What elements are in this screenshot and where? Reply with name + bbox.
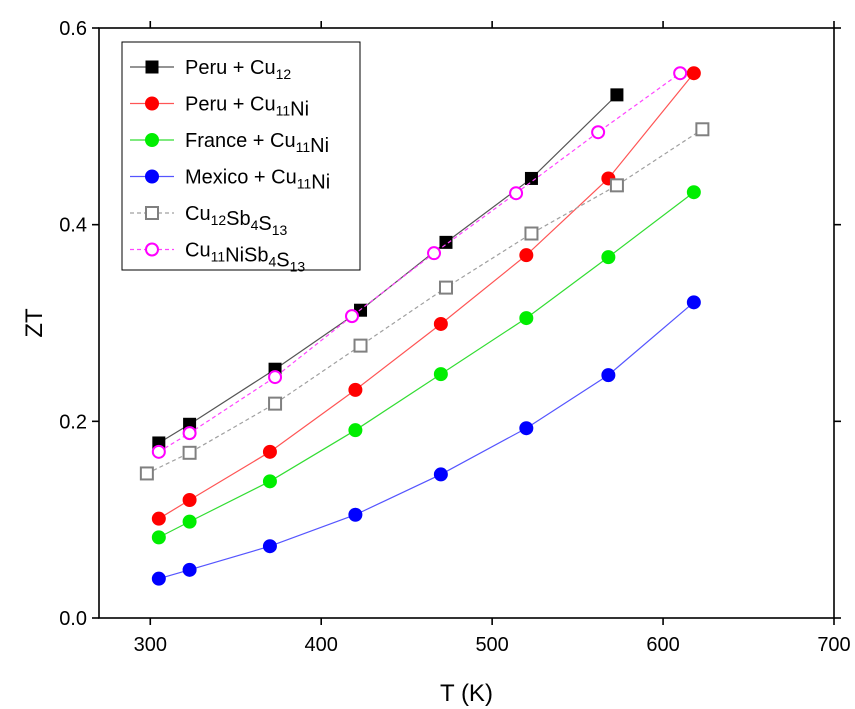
- data-point: [601, 368, 616, 383]
- data-point: [344, 309, 359, 324]
- plot-frame: [98, 27, 835, 619]
- legend-entry-label: Cu12Sb4S13: [185, 203, 288, 238]
- legend-marker: [145, 96, 159, 111]
- data-point: [519, 311, 534, 326]
- data-point: [524, 226, 539, 241]
- data-point: [348, 382, 363, 397]
- data-point: [686, 185, 701, 200]
- legend-entry-label: Cu11NiSb4S13: [185, 240, 305, 275]
- series-line: [158, 72, 695, 520]
- legend-entry-label: Peru + Cu12: [185, 57, 291, 82]
- legend-box: [121, 41, 361, 271]
- x-tick-label: 600: [646, 634, 679, 656]
- data-point: [348, 507, 363, 522]
- legend: Peru + Cu12 Peru + Cu11Ni France + Cu11Ni M…: [121, 41, 361, 275]
- data-point: [524, 171, 538, 185]
- data-point: [609, 178, 624, 193]
- y-tick-label: 0.4: [59, 215, 87, 237]
- data-point: [439, 235, 453, 249]
- data-point: [262, 444, 277, 459]
- data-point: [673, 66, 688, 81]
- data-point: [268, 396, 283, 411]
- legend-marker: [145, 206, 159, 220]
- data-point: [686, 295, 701, 310]
- data-point: [262, 539, 277, 554]
- series-4: [139, 122, 710, 481]
- series-5: [151, 66, 688, 459]
- data-point: [151, 571, 166, 586]
- legend-entry-label: Mexico + Cu11Ni: [185, 167, 330, 194]
- x-tick-label: 700: [817, 634, 850, 656]
- series-layer: [139, 66, 710, 586]
- data-point: [686, 66, 701, 81]
- data-point: [433, 467, 448, 482]
- data-point: [182, 493, 197, 507]
- series-line: [158, 72, 681, 453]
- data-point: [601, 250, 616, 265]
- data-point: [262, 474, 277, 489]
- data-point: [182, 514, 197, 529]
- y-axis-ticks: 0.0 0.2 0.4 0.6: [59, 18, 841, 630]
- legend-marker: [145, 133, 159, 147]
- series-line: [158, 301, 695, 580]
- legend-marker: [145, 242, 159, 257]
- data-point: [433, 367, 448, 382]
- data-point: [438, 280, 453, 295]
- data-point: [433, 316, 448, 331]
- data-point: [591, 125, 606, 140]
- legend-marker: [145, 169, 159, 184]
- data-point: [695, 122, 710, 137]
- series-line: [158, 191, 695, 538]
- data-point: [519, 248, 534, 263]
- series-3: [151, 295, 701, 586]
- series-line: [146, 128, 703, 474]
- legend-entry-label: Peru + Cu11Ni: [185, 94, 309, 121]
- data-point: [139, 466, 154, 481]
- x-tick-label: 500: [475, 634, 508, 656]
- series-2: [151, 185, 701, 545]
- data-point: [427, 246, 442, 261]
- data-point: [610, 88, 624, 102]
- x-axis-ticks: 300 400 500 600 700: [134, 21, 851, 656]
- data-point: [182, 426, 197, 441]
- data-point: [348, 423, 363, 438]
- data-point: [151, 511, 166, 526]
- x-axis-title: T (K): [440, 680, 493, 707]
- data-point: [353, 338, 368, 353]
- data-point: [182, 445, 197, 460]
- data-point: [509, 186, 524, 201]
- data-point: [151, 444, 166, 459]
- legend-marker: [145, 60, 159, 74]
- y-tick-label: 0.2: [59, 411, 87, 433]
- x-tick-label: 300: [134, 634, 167, 656]
- data-point: [268, 370, 283, 385]
- y-tick-label: 0.6: [59, 18, 87, 40]
- x-tick-label: 400: [305, 634, 338, 656]
- data-point: [151, 530, 166, 545]
- y-axis-title: ZT: [21, 308, 48, 338]
- y-tick-label: 0.0: [59, 608, 87, 630]
- data-point: [182, 562, 197, 577]
- data-point: [519, 421, 534, 436]
- legend-entry-label: France + Cu11Ni: [185, 130, 329, 157]
- plot-area-border: [98, 27, 835, 619]
